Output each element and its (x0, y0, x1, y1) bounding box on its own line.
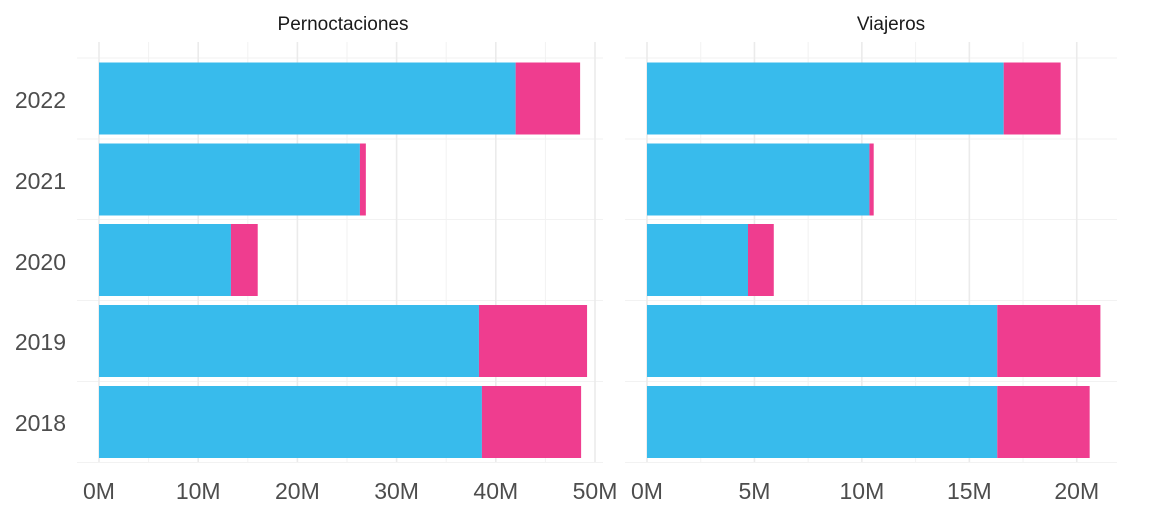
bar-viajeros-2020-segment-2 (747, 224, 774, 296)
bar-pernoctaciones-2021-segment-1 (99, 143, 360, 216)
x-tick-label-pernoctaciones: 40M (473, 478, 518, 504)
x-tick-label-viajeros: 0M (631, 478, 663, 504)
bar-pernoctaciones-2022-segment-1 (99, 62, 516, 135)
y-tick-label-2021: 2021 (15, 168, 66, 194)
facet-title-viajeros: Viajeros (857, 14, 925, 35)
facet-title-pernoctaciones: Pernoctaciones (278, 14, 409, 35)
bar-viajeros-2019-segment-2 (997, 305, 1101, 377)
x-tick-label-pernoctaciones: 30M (374, 478, 419, 504)
bar-viajeros-2018-segment-2 (997, 386, 1090, 458)
x-tick-label-viajeros: 10M (840, 478, 885, 504)
bar-viajeros-2021-segment-2 (869, 143, 874, 216)
x-tick-label-pernoctaciones: 10M (176, 478, 221, 504)
bar-viajeros-2022-segment-1 (647, 62, 1004, 135)
bar-pernoctaciones-2019-segment-1 (99, 305, 479, 377)
bar-viajeros-2021-segment-1 (647, 143, 870, 216)
y-tick-label-2019: 2019 (15, 329, 66, 355)
x-tick-label-viajeros: 20M (1054, 478, 1099, 504)
x-tick-label-pernoctaciones: 0M (83, 478, 115, 504)
y-tick-label-2018: 2018 (15, 410, 66, 436)
y-tick-label-2020: 2020 (15, 249, 66, 275)
bar-viajeros-2022-segment-2 (1003, 62, 1061, 135)
bar-pernoctaciones-2019-segment-2 (478, 305, 588, 377)
bar-pernoctaciones-2020-segment-2 (230, 224, 258, 296)
bar-viajeros-2019-segment-1 (647, 305, 998, 377)
x-tick-label-viajeros: 15M (947, 478, 992, 504)
y-tick-label-2022: 2022 (15, 87, 66, 113)
x-tick-label-pernoctaciones: 50M (573, 478, 618, 504)
bar-viajeros-2018-segment-1 (647, 386, 998, 458)
bar-pernoctaciones-2021-segment-2 (359, 143, 366, 216)
bar-layer (99, 62, 1101, 458)
bar-pernoctaciones-2018-segment-1 (99, 386, 482, 458)
bar-pernoctaciones-2018-segment-2 (481, 386, 582, 458)
x-tick-label-viajeros: 5M (738, 478, 770, 504)
bar-pernoctaciones-2022-segment-2 (515, 62, 581, 135)
text-layer: Pernoctaciones Viajeros 2022 2021 2020 2… (15, 14, 1099, 504)
bar-viajeros-2020-segment-1 (647, 224, 748, 296)
bar-pernoctaciones-2020-segment-1 (99, 224, 231, 296)
x-tick-label-pernoctaciones: 20M (275, 478, 320, 504)
